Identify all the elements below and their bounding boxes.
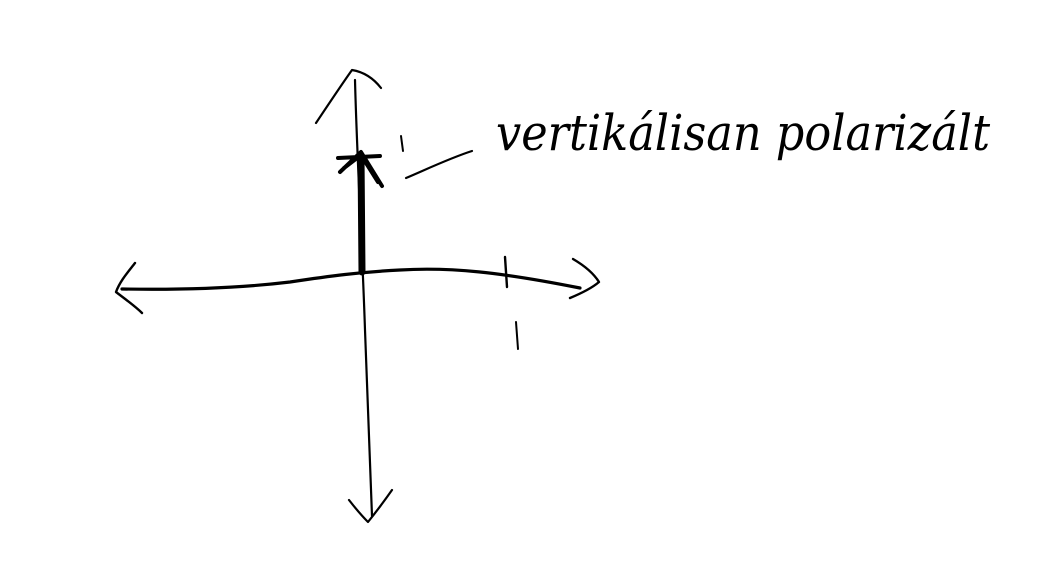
x-axis-line <box>120 267 582 291</box>
y-axis <box>314 68 394 524</box>
x-tick-label-stroke <box>515 321 519 350</box>
y-axis-top-arrowhead <box>314 68 383 125</box>
x-axis <box>114 255 601 315</box>
vector-shaft <box>357 152 366 276</box>
polarization-vector <box>336 150 384 276</box>
x-axis-right-arrowhead <box>568 257 601 300</box>
y-tick-label-stroke <box>400 135 404 152</box>
x-axis-tick <box>503 255 509 289</box>
y-axis-line <box>353 78 374 518</box>
vector-arrowhead <box>336 150 384 188</box>
y-axis-bottom-arrowhead <box>347 488 394 524</box>
vector-annotation: vertikálisan polarizált <box>496 104 991 162</box>
x-axis-left-arrowhead <box>114 261 144 315</box>
label-pointer-line <box>404 149 474 180</box>
